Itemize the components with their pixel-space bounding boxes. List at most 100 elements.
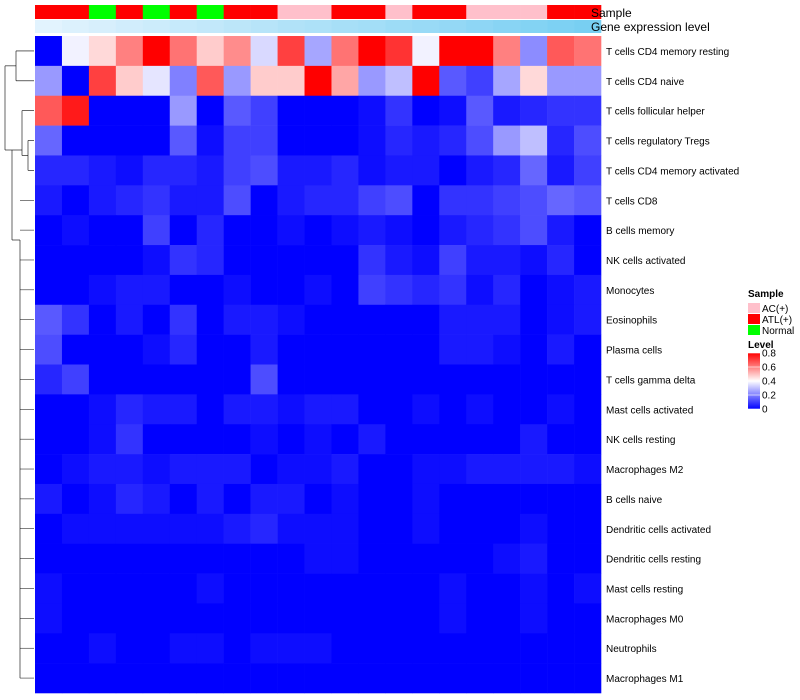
heatmap-cell <box>439 513 467 544</box>
heatmap-cell <box>250 215 278 246</box>
heatmap-cell <box>439 483 467 515</box>
heatmap-cell <box>250 125 278 156</box>
heatmap-cell <box>466 245 494 276</box>
heatmap-cell <box>142 304 171 335</box>
heatmap-cell <box>439 215 467 246</box>
heatmap-cell <box>331 155 359 186</box>
heatmap-cell <box>115 155 144 186</box>
heatmap-cell <box>35 513 63 544</box>
heatmap-cells <box>35 36 602 694</box>
sample-annotation-cell <box>574 5 602 19</box>
heatmap-cell <box>250 334 278 365</box>
heatmap-cell <box>520 513 548 544</box>
heatmap-cell <box>223 245 251 276</box>
heatmap-cell <box>142 573 171 604</box>
heatmap-cell <box>385 543 413 574</box>
heatmap-cell <box>412 274 440 306</box>
heatmap-cell <box>169 483 198 515</box>
heatmap-cell <box>574 454 602 485</box>
level-legend: Level 0.8 0.6 0.4 0.2 0 <box>748 340 776 416</box>
heatmap-cell <box>35 663 63 694</box>
heatmap-cell <box>169 245 198 276</box>
heatmap-cell <box>331 513 359 544</box>
sample-annotation-cell <box>115 5 144 19</box>
heatmap-cell <box>412 65 440 97</box>
heatmap-cell <box>277 215 305 246</box>
heatmap-cell <box>466 394 494 425</box>
row-label: T cells follicular helper <box>606 107 705 118</box>
sample-annotation-cell <box>277 5 305 19</box>
heatmap-cell <box>547 394 575 425</box>
heatmap-cell <box>250 364 278 395</box>
heatmap-cell <box>574 513 602 544</box>
heatmap-cell <box>277 185 305 216</box>
heatmap-cell <box>169 185 198 216</box>
heatmap-cell <box>358 334 386 365</box>
heatmap-cell <box>61 215 90 246</box>
heatmap-cell <box>277 663 305 694</box>
heatmap-cell <box>466 454 494 485</box>
heatmap-cell <box>142 185 171 216</box>
heatmap-cell <box>520 245 548 276</box>
heatmap-cell <box>196 394 224 425</box>
heatmap-cell <box>520 483 548 515</box>
heatmap-cell <box>142 125 171 156</box>
row-label: T cells regulatory Tregs <box>606 137 710 148</box>
heatmap-cell <box>385 513 413 544</box>
heatmap-cell <box>115 483 144 515</box>
heatmap-cell <box>466 185 494 216</box>
heatmap-cell <box>358 633 386 664</box>
heatmap-cell <box>547 454 575 485</box>
heatmap-cell <box>223 483 251 515</box>
heatmap-cell <box>574 185 602 216</box>
heatmap-cell <box>35 125 63 156</box>
heatmap-cell <box>439 304 467 335</box>
heatmap-cell <box>277 155 305 186</box>
row-label: Eosinophils <box>606 316 657 327</box>
heatmap-cell <box>35 274 63 306</box>
sample-annotation-cell <box>61 5 90 19</box>
heatmap-cell <box>331 95 359 126</box>
heatmap-cell <box>115 304 144 335</box>
heatmap-cell <box>115 603 144 634</box>
heatmap-cell <box>412 334 440 365</box>
heatmap-cell <box>115 663 144 694</box>
heatmap-cell <box>574 125 602 156</box>
heatmap-cell <box>88 424 117 455</box>
heatmap-cell <box>547 513 575 544</box>
heatmap-cell <box>331 334 359 365</box>
heatmap-cell <box>466 304 494 335</box>
gene-expression-annotation-cell <box>358 20 386 33</box>
heatmap-cell <box>223 125 251 156</box>
heatmap-cell <box>115 334 144 365</box>
heatmap-cell <box>115 633 144 664</box>
heatmap-cell <box>439 663 467 694</box>
heatmap-cell <box>574 274 602 306</box>
heatmap-cell <box>466 543 494 574</box>
heatmap-cell <box>574 155 602 186</box>
heatmap-cell <box>520 155 548 186</box>
heatmap-cell <box>250 185 278 216</box>
heatmap-cell <box>35 334 63 365</box>
heatmap-cell <box>250 424 278 455</box>
sample-annotation-title: Sample <box>591 6 632 20</box>
heatmap-cell <box>169 364 198 395</box>
heatmap-cell <box>304 483 332 515</box>
heatmap-cell <box>115 95 144 126</box>
heatmap-cell <box>574 245 602 276</box>
heatmap-cell <box>169 155 198 186</box>
row-label: T cells CD4 memory resting <box>606 47 729 58</box>
heatmap-cell <box>88 36 117 67</box>
heatmap-cell <box>493 573 521 604</box>
row-label: Dendritic cells activated <box>606 525 711 536</box>
heatmap-cell <box>304 245 332 276</box>
sample-annotation-cell <box>439 5 467 19</box>
heatmap-cell <box>520 274 548 306</box>
heatmap-cell <box>412 185 440 216</box>
heatmap-cell <box>196 65 224 97</box>
heatmap-cell <box>412 364 440 395</box>
gene-expression-annotation-cell <box>35 20 63 33</box>
heatmap-cell <box>358 95 386 126</box>
row-label: T cells CD4 memory activated <box>606 166 739 177</box>
heatmap-cell <box>493 663 521 694</box>
